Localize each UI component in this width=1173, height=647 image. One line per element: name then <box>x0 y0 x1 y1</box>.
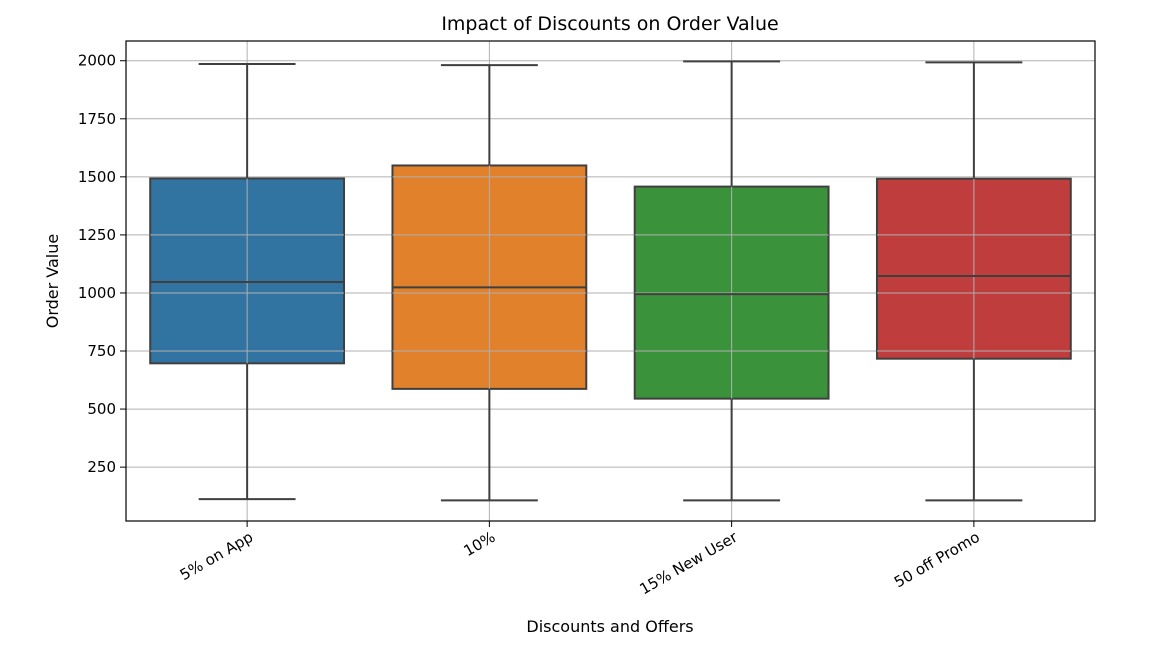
x-tick-label: 10% <box>460 528 498 560</box>
y-tick-label: 2000 <box>78 52 116 70</box>
y-tick-label: 250 <box>87 458 116 476</box>
box-group <box>633 60 830 502</box>
x-tick-label: 5% on App <box>177 528 256 584</box>
y-tick-label: 500 <box>87 400 116 418</box>
y-tick-label: 750 <box>87 342 116 360</box>
y-tick-label: 1500 <box>78 168 116 186</box>
y-axis-label: Order Value <box>43 234 62 329</box>
y-tick-label: 1250 <box>78 226 116 244</box>
plot-frame <box>125 40 1096 522</box>
x-tick-label: 50 off Promo <box>891 528 983 591</box>
x-tick-label: 15% New User <box>637 527 742 598</box>
y-tick-label: 1750 <box>78 110 116 128</box>
y-tick-label: 1000 <box>78 284 116 302</box>
box-layer <box>149 60 1072 502</box>
x-axis-label: Discounts and Offers <box>526 617 693 636</box>
chart-title: Impact of Discounts on Order Value <box>441 13 778 35</box>
box-group <box>875 61 1072 502</box>
box-group <box>149 62 346 501</box>
box-group <box>391 64 588 502</box>
